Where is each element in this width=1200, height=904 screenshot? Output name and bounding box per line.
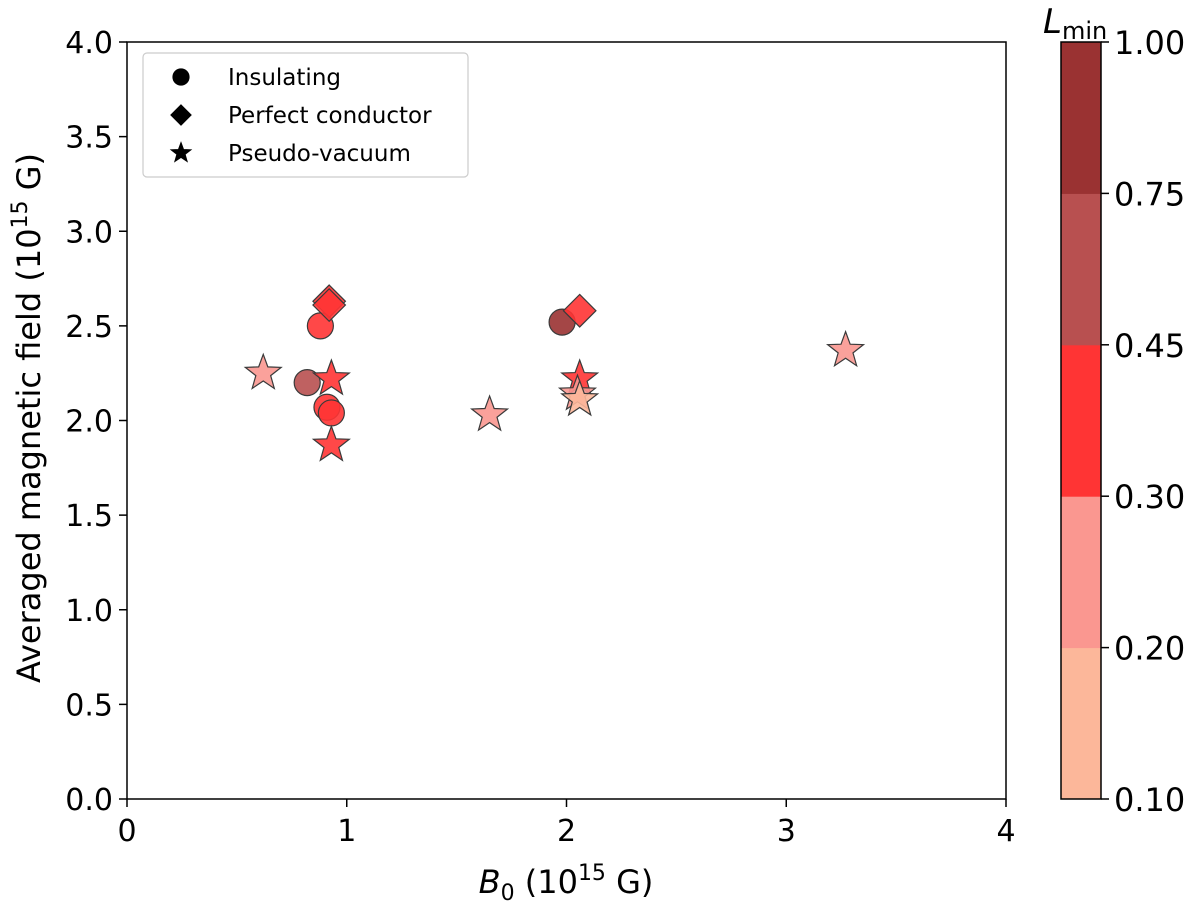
data-point-star [243, 352, 283, 390]
legend-label: Perfect conductor [228, 103, 432, 129]
legend-label: Pseudo-vacuum [228, 141, 411, 167]
legend: Insulating Perfect conductor Pseudo-vacuum [142, 52, 469, 178]
legend-frame [142, 52, 469, 178]
y-tick-label: 2.0 [65, 405, 113, 440]
colorbar-segment [1061, 42, 1101, 194]
x-tick-label: 2 [557, 814, 576, 849]
colorbar-segment [1061, 647, 1101, 800]
colorbar-frame [1060, 41, 1102, 800]
y-tick-label: 1.0 [65, 594, 113, 629]
y-axis-label: Averaged magnetic field (1015 G) [8, 153, 48, 683]
y-tick-label: 4.0 [65, 26, 113, 61]
colorbar-segment [1061, 193, 1101, 346]
x-tick-label: 1 [337, 814, 356, 849]
y-tick-label: 3.5 [65, 121, 113, 156]
data-point-circle [293, 369, 321, 397]
data-point-diamond [562, 293, 597, 328]
y-axis-ticks: 0.0 0.5 1.0 1.5 2.0 2.5 3.0 3.5 4.0 [65, 26, 127, 818]
data-point-star [311, 358, 351, 396]
y-tick-label: 2.5 [65, 310, 113, 345]
colorbar-tick-label: 0.45 [1114, 327, 1185, 365]
y-tick-label: 0.0 [65, 783, 113, 818]
y-tick-label: 1.5 [65, 499, 113, 534]
legend-marker-star [169, 141, 193, 163]
plot-area: 0 1 2 3 4 0.0 0.5 1.0 1.5 2.0 2.5 3.0 3.5 4.0 [65, 26, 1015, 849]
data-point-diamond [312, 287, 347, 323]
colorbar-segments [1061, 42, 1101, 800]
colorbar: 0.10 0.20 0.30 0.45 0.75 1.00 Lmin [1043, 2, 1185, 819]
colorbar-tick-label: 0.30 [1114, 478, 1185, 516]
colorbar-tick-label: 1.00 [1114, 24, 1185, 62]
legend-label: Insulating [228, 65, 341, 91]
data-point-star [825, 329, 866, 368]
colorbar-segment [1061, 496, 1101, 649]
colorbar-segment [1061, 344, 1101, 497]
x-tick-label: 3 [777, 814, 796, 849]
x-axis-ticks: 0 1 2 3 4 [117, 799, 1016, 849]
data-point-circle [317, 399, 345, 427]
legend-marker-circle [172, 68, 190, 86]
data-point-star [469, 394, 510, 432]
colorbar-tick-label: 0.75 [1114, 175, 1185, 213]
y-tick-label: 0.5 [65, 688, 113, 723]
colorbar-tick-label: 0.10 [1114, 781, 1185, 819]
colorbar-title: Lmin [1043, 2, 1107, 45]
legend-entries: Insulating Perfect conductor Pseudo-vacuum [169, 65, 432, 167]
data-markers [243, 284, 866, 462]
data-point-star [311, 424, 351, 462]
colorbar-tick-label: 0.20 [1114, 630, 1185, 668]
legend-marker-diamond [170, 104, 192, 126]
colorbar-ticks: 0.10 0.20 0.30 0.45 0.75 1.00 [1101, 24, 1185, 819]
x-tick-label: 4 [996, 814, 1015, 849]
x-axis-label: B0 (1015 G) [479, 861, 654, 904]
data-point-star [560, 379, 600, 417]
x-tick-label: 0 [117, 814, 136, 849]
y-tick-label: 3.0 [65, 215, 113, 250]
